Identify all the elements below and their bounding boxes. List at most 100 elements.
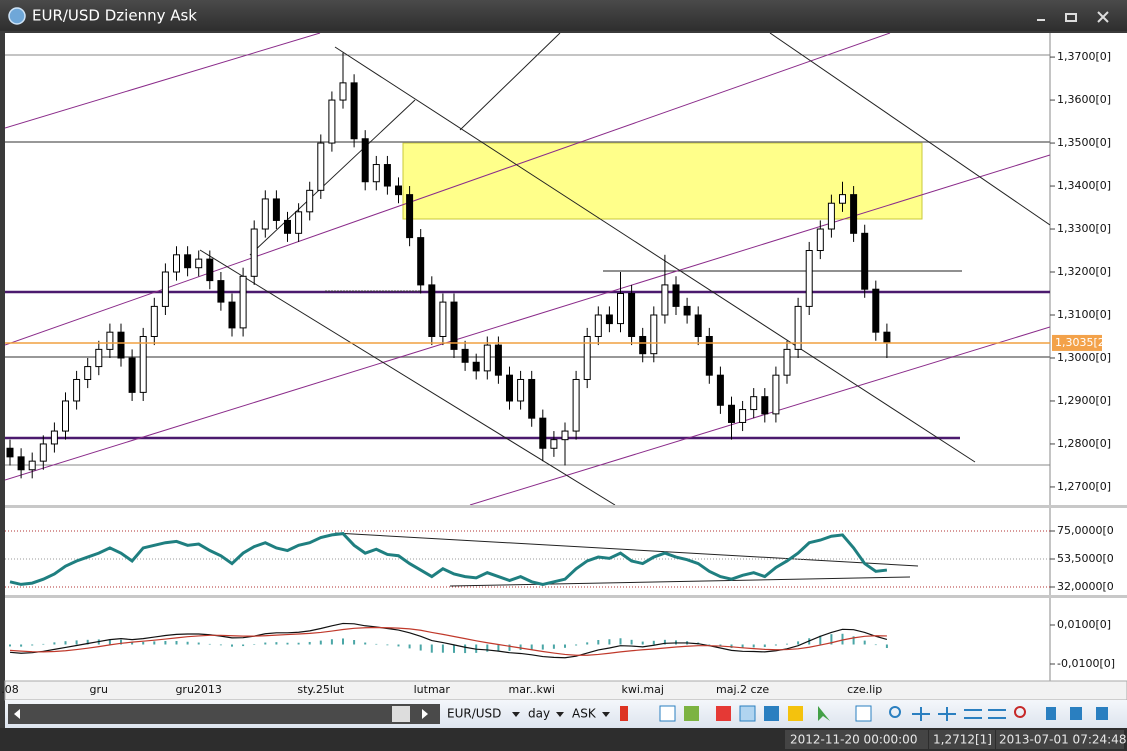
tool-icon[interactable] [684, 706, 699, 721]
candle-body [683, 305, 691, 316]
trend-line[interactable] [449, 576, 911, 587]
scroll-right[interactable] [422, 709, 428, 719]
period-dropdown[interactable]: day [528, 707, 550, 721]
histogram-bar [519, 644, 522, 650]
candle-body [62, 400, 69, 432]
y-tick-label: 53,5000[0 [1057, 552, 1114, 565]
candle-body [150, 305, 158, 337]
candle-body [350, 82, 358, 140]
dropdown-arrow[interactable] [512, 712, 520, 717]
candle-body [750, 396, 758, 411]
candle-body [328, 99, 336, 144]
price-type-dropdown[interactable]: ASK [572, 707, 597, 721]
trend-line[interactable] [334, 46, 976, 463]
candle-body [716, 374, 724, 406]
scroll-left[interactable] [14, 709, 20, 719]
histogram-bar [397, 644, 400, 647]
candle-body [650, 314, 658, 355]
tool-icon[interactable] [855, 705, 872, 722]
tool-icon[interactable] [964, 709, 982, 719]
candle-body [406, 194, 414, 239]
status-time: 2012-11-20 00:00:00 [790, 733, 917, 747]
tool-icon[interactable] [739, 705, 756, 722]
y-tick-label: 1,3000[0] [1057, 351, 1111, 364]
histogram-bar [752, 644, 755, 648]
tool-icon[interactable] [1096, 707, 1108, 720]
histogram-bar [364, 642, 367, 645]
candle-body [261, 198, 269, 230]
close-button[interactable] [1097, 11, 1109, 23]
tool-icon[interactable] [988, 709, 1006, 719]
scrollbar[interactable] [8, 704, 440, 724]
candle-body [539, 417, 547, 449]
tool-icon[interactable] [659, 705, 676, 722]
histogram-bar [430, 644, 433, 653]
candle-body [139, 335, 147, 393]
candle-body [705, 335, 713, 376]
histogram-bar [885, 644, 888, 649]
trend-line[interactable] [249, 99, 416, 256]
trend-line[interactable] [199, 249, 616, 505]
candle-body [73, 378, 81, 402]
candle-body [428, 284, 436, 337]
cursor-icon[interactable] [818, 706, 830, 721]
tool-icon[interactable] [938, 707, 956, 721]
zone-rectangle[interactable] [402, 142, 923, 220]
candle-body [395, 185, 402, 196]
maximize-button[interactable] [1065, 13, 1077, 22]
histogram-bar [108, 639, 111, 645]
zoom-icon[interactable] [1014, 706, 1026, 718]
histogram-bar [375, 643, 378, 645]
y-tick-label: 1,3200[0] [1057, 265, 1111, 278]
dropdown-arrow[interactable] [602, 712, 610, 717]
trend-line[interactable] [459, 33, 561, 131]
app-icon [8, 7, 26, 25]
candle-body [184, 254, 192, 269]
candle-body [772, 374, 780, 415]
candle-body [39, 443, 47, 462]
candle-icon[interactable] [620, 706, 628, 721]
x-tick-label: mar..kwi [509, 683, 555, 696]
y-tick-label: 1,3300[0] [1057, 222, 1111, 235]
indicator-line [9, 622, 888, 659]
candle-body [672, 284, 680, 307]
trend-line[interactable] [334, 532, 919, 567]
symbol-dropdown[interactable]: EUR/USD [447, 707, 501, 721]
candle-body [161, 271, 169, 307]
histogram-bar [797, 641, 800, 645]
tool-icon[interactable] [764, 706, 779, 721]
histogram-bar [219, 644, 222, 646]
trend-channel[interactable] [5, 154, 1050, 481]
candle-body [28, 460, 36, 471]
histogram-bar [175, 640, 178, 645]
trend-channel[interactable] [5, 33, 321, 129]
candle-body [805, 250, 813, 307]
x-tick-label: maj.2 cze [716, 683, 769, 696]
histogram-bar [319, 640, 322, 645]
histogram-bar [330, 639, 333, 645]
histogram-bar [486, 644, 489, 652]
time-axis [4, 680, 1127, 701]
dropdown-arrow[interactable] [556, 712, 564, 717]
histogram-bar [386, 644, 389, 646]
tool-icon[interactable] [912, 707, 930, 721]
tool-icon[interactable] [1046, 707, 1056, 720]
histogram-bar [763, 644, 766, 648]
tool-icon[interactable] [788, 706, 803, 721]
tool-icon[interactable] [716, 706, 731, 721]
trend-channel[interactable] [5, 33, 891, 346]
candle-body [439, 301, 447, 337]
histogram-bar [608, 639, 611, 645]
tool-icon[interactable] [1070, 707, 1082, 720]
histogram-bar [774, 644, 777, 646]
candle-body [839, 194, 846, 204]
current-price-box [1052, 334, 1102, 351]
scroll-thumb[interactable] [392, 706, 410, 722]
histogram-bar [741, 644, 744, 649]
trend-line[interactable] [769, 33, 1050, 226]
candle-body [739, 409, 747, 423]
y-tick-label: 1,2700[0] [1057, 480, 1111, 493]
zoom-icon[interactable] [889, 706, 901, 718]
candle-body [50, 430, 58, 445]
